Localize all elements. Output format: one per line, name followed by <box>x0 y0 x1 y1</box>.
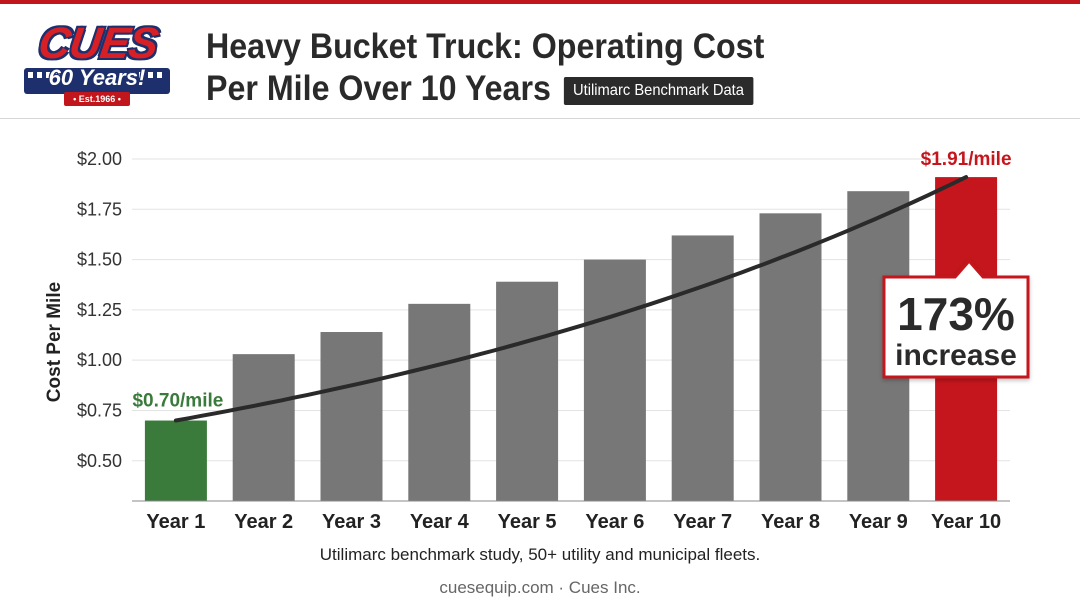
source-note: Utilimarc benchmark study, 50+ utility a… <box>319 545 761 564</box>
bar-6 <box>583 259 646 501</box>
title-line-2-row: Per Mile Over 10 Years Utilimarc Benchma… <box>206 68 905 110</box>
bar-5 <box>496 281 559 501</box>
header-divider <box>0 118 1080 119</box>
y-tick-label: $1.50 <box>77 250 122 270</box>
title-line-1: Heavy Bucket Truck: Operating Cost <box>206 27 765 66</box>
footer-credit: cuesequip.com · Cues Inc. <box>439 578 641 597</box>
y-tick-label: $2.00 <box>77 149 122 169</box>
callout-percentage: 173% <box>897 288 1015 340</box>
x-tick-label: Year 7 <box>673 511 732 533</box>
bar-2 <box>232 354 295 501</box>
increase-callout: 173% increase <box>882 258 1030 379</box>
x-tick-label: Year 5 <box>498 511 557 533</box>
x-tick-label: Year 4 <box>410 511 470 533</box>
logo-years: 60 Years! <box>48 65 146 90</box>
y-axis-label: Cost Per Mile <box>44 282 65 402</box>
y-tick-label: $0.50 <box>77 451 122 471</box>
callout-caption: increase <box>895 339 1017 372</box>
x-tick-label: Year 1 <box>146 511 205 533</box>
y-tick-label: $1.25 <box>77 300 122 320</box>
y-tick-label: $1.75 <box>77 199 122 219</box>
cues-logo: CUES 60 Years! • Est.1966 • <box>22 19 172 106</box>
title-line-2: Per Mile Over 10 Years <box>206 69 551 108</box>
callout-box <box>882 258 1030 379</box>
last-bar-label: $1.91/mile <box>921 149 1012 170</box>
x-tick-label: Year 9 <box>849 511 908 533</box>
x-tick-label: Year 3 <box>322 511 381 533</box>
page-title: Heavy Bucket Truck: Operating Cost Per M… <box>206 26 905 110</box>
x-tick-label: Year 2 <box>234 511 293 533</box>
bar-1 <box>144 420 207 501</box>
logo-est: • Est.1966 • <box>64 92 130 106</box>
bar-chart: $0.50 $0.75 $1.00 $1.25 $1.50 $1.75 $2.00 Cost… <box>44 149 1030 533</box>
bars <box>144 177 998 501</box>
bar-4 <box>408 303 471 501</box>
logo-wordmark: CUES <box>35 19 161 68</box>
trend-line <box>173 175 969 423</box>
x-tick-label: Year 6 <box>585 511 644 533</box>
x-axis-ticks: Year 1 Year 2 Year 3 Year 4 Year 5 Year 6 Year… <box>146 511 1001 533</box>
bar-3 <box>320 332 383 501</box>
source-badge: Utilimarc Benchmark Data <box>563 76 754 105</box>
first-bar-label: $0.70/mile <box>132 391 223 412</box>
y-axis-ticks: $0.50 $0.75 $1.00 $1.25 $1.50 $1.75 $2.00 <box>77 149 122 471</box>
bar-8 <box>759 213 822 501</box>
y-tick-label: $0.75 <box>77 400 122 420</box>
y-tick-label: $1.00 <box>77 350 122 370</box>
x-tick-label: Year 8 <box>761 511 820 533</box>
logo-banner <box>24 68 170 94</box>
header: CUES 60 Years! • Est.1966 • Heavy Bucket… <box>0 4 1080 118</box>
x-tick-label: Year 10 <box>931 511 1001 533</box>
top-accent-stripe <box>0 0 1080 4</box>
bar-7 <box>671 235 734 501</box>
